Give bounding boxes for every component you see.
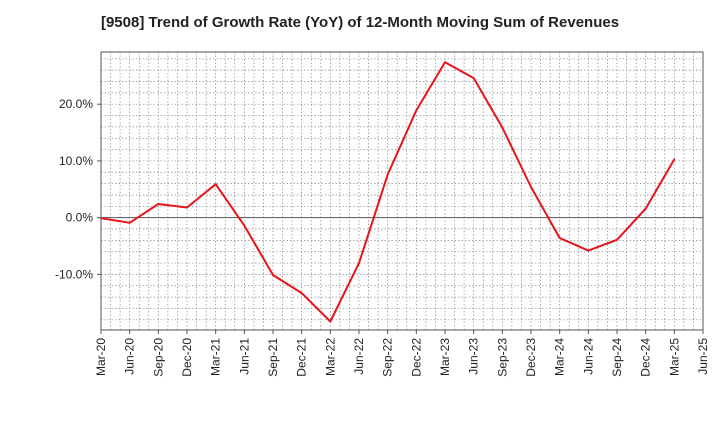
data-point [386,173,389,176]
x-tick-label: Sep-20 [151,338,165,377]
x-tick-label: Sep-23 [495,338,509,377]
x-tick-label: Mar-21 [209,338,223,376]
x-tick-label: Mar-25 [667,338,681,376]
data-point [558,237,561,239]
x-tick-label: Jun-20 [123,338,137,375]
data-point [214,183,217,185]
x-tick-label: Mar-23 [438,338,452,376]
data-point [272,274,274,276]
data-point [587,249,590,252]
grid-lines [101,52,703,330]
x-tick-label: Sep-21 [266,338,280,377]
data-point [128,221,131,224]
x-tick-label: Sep-24 [610,338,624,377]
y-tick-label: 0.0% [66,211,94,225]
data-point [358,262,360,264]
data-point [616,238,618,241]
y-tick-label: 20.0% [59,97,93,111]
data-point [157,203,160,205]
series-layer [100,61,676,323]
x-tick-label: Mar-20 [94,338,108,376]
x-tick-label: Jun-21 [237,338,251,375]
data-point [300,292,303,294]
x-tick-label: Dec-21 [295,338,309,377]
y-tick-label: 10.0% [59,154,93,168]
data-point [186,206,188,209]
data-point [444,61,446,64]
x-tick-label: Mar-22 [323,338,337,376]
x-tick-label: Dec-23 [524,338,538,377]
y-tick-label: -10.0% [55,267,93,281]
data-point [472,77,475,79]
data-point [673,158,676,161]
data-point [415,109,418,112]
x-tick-label: Mar-24 [553,338,567,376]
chart-title: [9508] Trend of Growth Rate (YoY) of 12-… [100,14,620,31]
data-point [329,320,332,323]
plot-area-frame [100,51,704,331]
x-axis-ticks: Mar-20 Jun-20 Sep-20 Dec-20 Mar-21 Jun-21 Sep-… [94,330,710,377]
x-tick-label: Jun-25 [696,338,710,375]
x-tick-label: Dec-20 [180,338,194,377]
x-tick-label: Sep-22 [381,338,395,377]
x-tick-label: Jun-23 [467,338,481,375]
data-point [501,126,504,129]
x-tick-label: Jun-22 [352,338,366,375]
data-point [644,207,647,210]
data-point [530,186,532,188]
x-tick-label: Jun-24 [581,338,595,375]
x-tick-label: Dec-24 [639,338,653,377]
data-point [243,224,246,227]
x-tick-label: Dec-22 [409,338,423,377]
y-axis-ticks: 20.0% 10.0% 0.0% -10.0% [55,97,101,281]
